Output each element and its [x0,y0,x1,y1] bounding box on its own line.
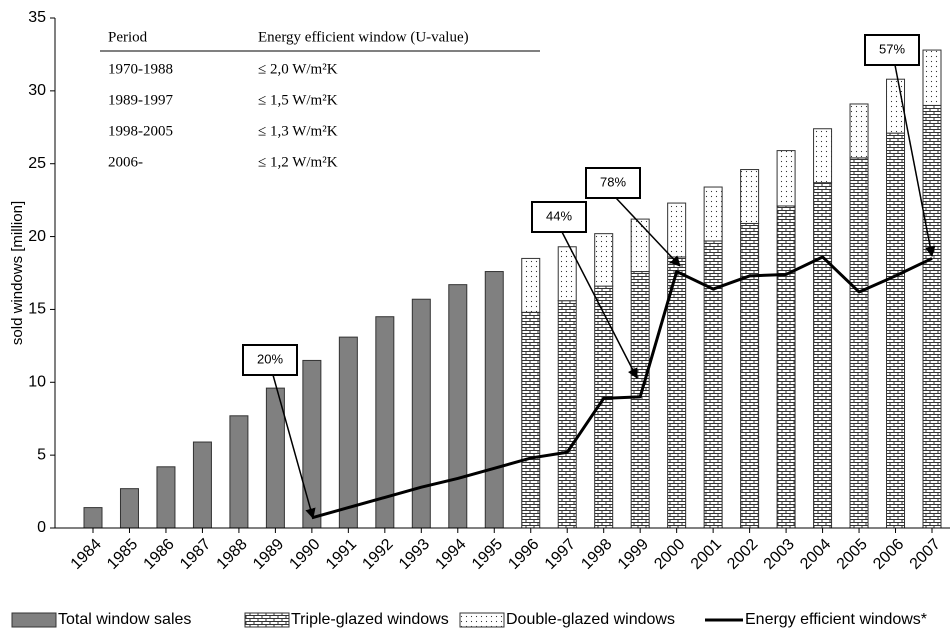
bar [776,150,796,207]
bar [922,104,942,529]
bar [849,103,869,159]
bar [484,271,504,529]
annotation: 78% [600,174,626,189]
table-cell: ≤ 1,2 W/m²K [258,154,338,170]
annotation: 20% [257,351,283,366]
x-tick-label: 1993 [396,536,433,573]
x-tick-label: 2000 [651,536,688,573]
annotation-arrow [615,197,681,267]
legend-label: Double-glazed windows [506,611,675,628]
bar [813,128,833,184]
bar [776,205,796,529]
table-header: Energy efficient window (U-value) [258,29,469,45]
x-tick-label: 2005 [834,536,871,573]
y-axis-label: sold windows [million] [9,201,26,345]
y-tick-label: 25 [28,155,46,172]
table-cell: ≤ 1,5 W/m²K [258,92,338,108]
x-tick-label: 1985 [104,536,141,573]
bar [922,49,942,106]
bar [703,186,723,242]
x-tick-label: 1999 [615,536,652,573]
x-tick-label: 2003 [761,536,798,573]
x-tick-label: 1997 [542,536,579,573]
bar [192,441,212,529]
table-cell: 1970-1988 [108,61,173,77]
x-tick-label: 1988 [214,536,251,573]
bar [448,284,468,529]
y-tick-label: 15 [28,301,46,318]
y-tick-label: 35 [28,9,46,26]
annotation-arrow [272,374,316,520]
bar [302,359,322,529]
table-cell: ≤ 1,3 W/m²K [258,123,338,139]
annotation-arrow [561,231,638,379]
x-tick-label: 2001 [688,536,725,573]
y-tick-label: 5 [37,446,46,463]
y-tick-label: 10 [28,374,46,391]
x-tick-label: 2004 [797,536,834,573]
x-tick-label: 2007 [907,536,944,573]
y-tick-label: 30 [28,82,46,99]
bar [411,298,431,529]
bar [740,222,760,529]
legend-swatch [459,612,505,628]
bar [557,300,577,529]
legend-label: Triple-glazed windows [291,611,449,628]
x-tick-label: 2006 [870,536,907,573]
table-cell: 1998-2005 [108,123,173,139]
legend-label: Total window sales [58,611,191,628]
bar [119,488,139,529]
bar [630,218,650,273]
x-tick-label: 1991 [323,536,360,573]
table-header: Period [108,29,148,45]
bar [886,78,906,134]
bar [156,466,176,529]
x-tick-label: 1990 [286,536,323,573]
x-tick-label: 1992 [359,536,396,573]
bar [338,336,358,529]
legend-swatch [11,612,57,628]
x-tick-label: 1994 [432,536,469,573]
bar [521,257,541,313]
x-tick-label: 1996 [505,536,542,573]
x-tick-label: 1984 [68,536,105,573]
bar [229,415,249,529]
annotation-box [585,167,641,199]
x-tick-label: 1998 [578,536,615,573]
line [311,255,933,520]
bar [83,507,103,529]
bar [849,157,869,529]
legend-label: Energy efficient windows* [745,611,927,628]
annotation-arrow [894,64,936,258]
annotation: 57% [879,41,905,56]
annotation-box [242,344,298,376]
bar [886,132,906,529]
bar [630,271,650,529]
bar [521,311,541,529]
x-tick-label: 2002 [724,536,761,573]
table-cell: 1989-1997 [108,92,173,108]
bar [740,169,760,224]
annotation-box [864,34,920,66]
table-cell: 2006- [108,154,143,170]
bar [265,387,285,529]
x-tick-label: 1989 [250,536,287,573]
annotation-box [531,201,587,233]
annotation: 44% [546,208,572,223]
table-cell: ≤ 2,0 W/m²K [258,61,338,77]
y-tick-label: 0 [37,519,46,536]
bar [594,233,614,287]
x-tick-label: 1986 [141,536,178,573]
y-tick-label: 20 [28,228,46,245]
x-tick-label: 1987 [177,536,214,573]
x-tick-label: 1995 [469,536,506,573]
bar [667,202,687,258]
bar [557,246,577,302]
bar [703,240,723,529]
legend-swatch [244,612,290,628]
bar [813,182,833,529]
